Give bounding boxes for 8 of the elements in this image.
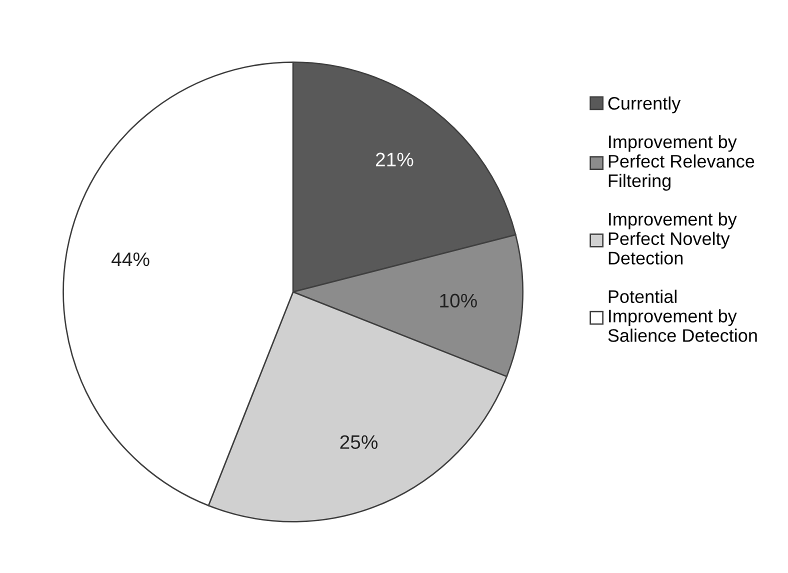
legend-label: Currently <box>608 96 681 114</box>
legend-label: Potential Improvement by Salience Detection <box>608 290 757 342</box>
data-label: 44% <box>112 252 150 266</box>
data-label: 21% <box>376 152 414 166</box>
data-label: 10% <box>440 294 477 308</box>
legend-label: Improvement by Perfect Novelty Detection <box>608 212 737 265</box>
data-label: 25% <box>340 435 378 449</box>
legend-label: Improvement by Perfect Relevance Filtering <box>608 134 754 191</box>
